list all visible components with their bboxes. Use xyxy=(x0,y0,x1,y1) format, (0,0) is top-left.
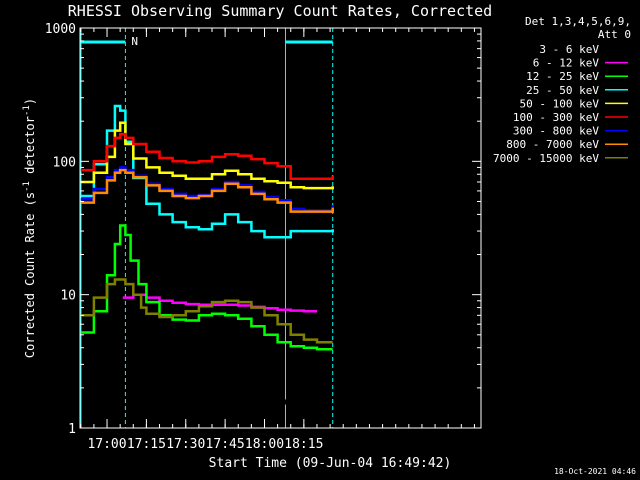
legend-header-line1: Det 1,3,4,5,6,9, xyxy=(525,15,631,28)
series-line xyxy=(122,293,317,313)
legend-entry-label: 6 - 12 keV xyxy=(533,57,600,70)
legend-entry-label: 7000 - 15000 keV xyxy=(493,152,599,165)
x-tick-label: 18:15 xyxy=(284,437,323,452)
legend-entry-label: 800 - 7000 keV xyxy=(506,138,599,151)
legend-entry-label: 12 - 25 keV xyxy=(526,70,599,83)
series-line xyxy=(80,168,334,213)
series-line xyxy=(80,104,334,239)
chart-title: RHESSI Observing Summary Count Rates, Co… xyxy=(68,2,492,20)
x-tick-label: 17:15 xyxy=(127,437,166,452)
y-axis: 1 10 100 1000 xyxy=(45,22,481,437)
y-tick-label: 100 xyxy=(53,155,76,170)
legend-entry-label: 50 - 100 keV xyxy=(520,97,600,110)
x-axis: 17:00 17:15 17:30 17:45 18:00 18:15 xyxy=(80,28,475,452)
series-line xyxy=(114,333,287,405)
y-tick-label: 1 xyxy=(68,422,76,437)
legend-entry-label: 25 - 50 keV xyxy=(526,84,599,97)
y-axis-label: Corrected Count Rate (s-1 detector-1) xyxy=(22,98,37,358)
x-tick-label: 17:30 xyxy=(166,437,205,452)
legend-entry-label: 3 - 6 keV xyxy=(539,43,599,56)
series-lines xyxy=(80,104,334,405)
legend-entry-label: 100 - 300 keV xyxy=(513,111,599,124)
marker-label: N xyxy=(131,35,138,48)
legend-header-line2: Att 0 xyxy=(598,28,631,41)
plot-frame xyxy=(79,27,482,429)
x-tick-label: 18:00 xyxy=(245,437,284,452)
series-line xyxy=(80,278,333,344)
y-tick-label: 10 xyxy=(60,289,76,304)
footer-timestamp: 18-Oct-2021 04:46 xyxy=(554,467,636,476)
series-line xyxy=(80,224,333,351)
series-line xyxy=(80,121,334,190)
x-tick-label: 17:45 xyxy=(206,437,245,452)
y-tick-label: 1000 xyxy=(45,22,76,37)
series-line xyxy=(80,132,334,181)
legend-entry-label: 300 - 800 keV xyxy=(513,125,599,138)
x-tick-label: 17:00 xyxy=(87,437,126,452)
x-axis-label: Start Time (09-Jun-04 16:49:42) xyxy=(209,456,452,471)
